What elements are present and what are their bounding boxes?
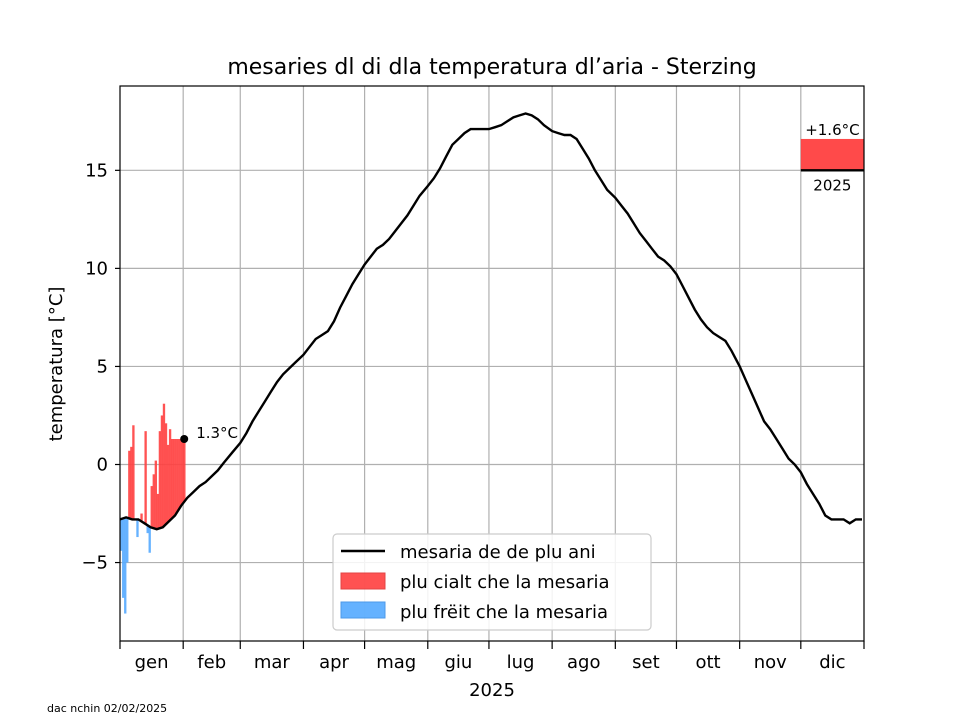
warm-anomaly-bar (172, 439, 176, 517)
chart-title: mesaries dl di dla temperatura dl’aria -… (227, 55, 756, 80)
cold-anomaly-bar (120, 519, 123, 551)
warm-anomaly-bar (128, 450, 131, 519)
warm-anomaly-bar (168, 429, 172, 521)
cold-anomaly-bar (126, 517, 129, 563)
warm-anomaly-bar (183, 439, 186, 502)
y-tick-label: −5 (81, 553, 108, 574)
warm-anomaly-bar (158, 431, 162, 529)
warm-anomaly-bar (175, 439, 178, 514)
warm-anomaly-bar (154, 460, 157, 529)
warm-anomaly-bar (144, 431, 147, 524)
legend-swatch-cold (340, 601, 386, 619)
legend: mesaria de de plu ani plu cialt che la m… (332, 533, 652, 631)
warm-anomaly-bar (160, 415, 164, 528)
legend-box (332, 533, 652, 631)
yearly-anomaly-label: +1.6°C (805, 121, 859, 139)
cold-anomaly-bar (146, 525, 149, 534)
legend-entry-cold: plu frëit che la mesaria (400, 602, 608, 623)
cold-anomaly-bar (148, 526, 151, 553)
x-tick-label-dic: dic (819, 652, 845, 673)
footer-note: dac nchin 02/02/2025 (47, 702, 167, 715)
y-axis-label: temperatura [°C] (46, 287, 67, 442)
latest-value-label: 1.3°C (196, 424, 238, 442)
y-tick-label: 0 (97, 454, 108, 475)
yearly-anomaly-bar (800, 138, 864, 171)
warm-anomaly-bar (179, 439, 182, 508)
x-tick-label-ott: ott (695, 652, 720, 673)
x-tick-label-lug: lug (507, 652, 535, 673)
legend-swatch-warm (340, 572, 386, 590)
x-tick-label-ago: ago (567, 652, 600, 673)
cold-anomaly-bar (124, 517, 127, 614)
warm-anomaly-bar (150, 486, 153, 528)
y-axis: −5 0 5 10 15 (81, 160, 120, 574)
cold-anomaly-bar (122, 518, 125, 598)
x-tick-label-feb: feb (197, 652, 226, 673)
warm-anomaly-bar (164, 423, 168, 525)
x-tick-label-giu: giu (444, 652, 472, 673)
x-tick-label-gen: gen (135, 652, 169, 673)
x-axis-label: 2025 (469, 680, 515, 701)
warm-anomaly-bar (156, 493, 160, 529)
latest-value-marker (180, 435, 189, 444)
yearly-anomaly-box: +1.6°C 2025 (800, 121, 864, 194)
warm-anomaly-bar (132, 425, 135, 520)
warm-anomaly-bar (170, 439, 174, 519)
warm-anomaly-bar (152, 474, 155, 529)
x-axis: gen feb mar apr mag giu lug ago set ott nov dic (119, 641, 865, 673)
x-tick-label-mag: mag (376, 652, 416, 673)
plot-frame (119, 85, 865, 642)
y-tick-label: 5 (97, 356, 108, 377)
warm-anomaly-bar (140, 513, 143, 522)
climatology-line (119, 112, 862, 531)
x-tick-label-apr: apr (319, 652, 349, 673)
yearly-anomaly-year: 2025 (813, 176, 851, 194)
y-tick-label: 10 (85, 258, 108, 279)
warm-anomaly-bar (166, 444, 170, 523)
x-tick-label-nov: nov (754, 652, 787, 673)
x-tick-label-mar: mar (254, 652, 291, 673)
cold-anomaly-bar (136, 519, 139, 538)
x-tick-label-set: set (632, 652, 660, 673)
legend-entry-mean: mesaria de de plu ani (400, 542, 596, 563)
warm-anomaly-bar (181, 439, 184, 505)
warm-anomaly-bar (130, 446, 133, 520)
warm-anomaly-bar (177, 439, 180, 511)
anomaly-bars (120, 403, 186, 614)
y-tick-label: 15 (85, 160, 108, 181)
legend-entry-warm: plu cialt che la mesaria (400, 572, 610, 593)
warm-anomaly-bar (162, 403, 166, 527)
